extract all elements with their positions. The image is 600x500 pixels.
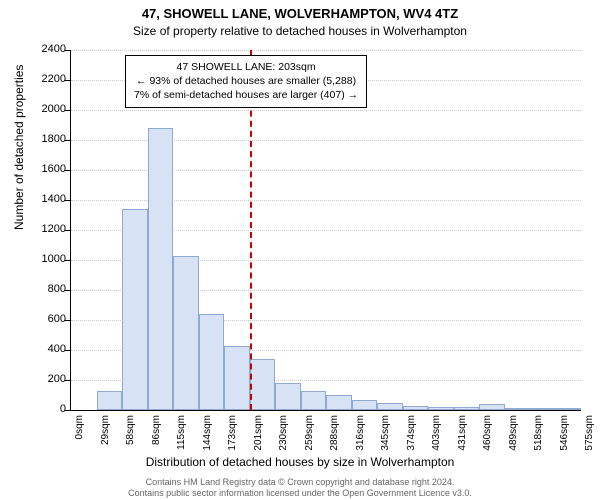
histogram-bar	[224, 346, 250, 411]
y-tick-label: 600	[26, 313, 66, 325]
histogram-bar	[454, 407, 480, 410]
footnote-line-1: Contains HM Land Registry data © Crown c…	[0, 477, 600, 488]
legend-box: 47 SHOWELL LANE: 203sqm ← 93% of detache…	[125, 55, 367, 108]
y-tick-label: 1000	[26, 253, 66, 265]
legend-line-1: 47 SHOWELL LANE: 203sqm	[134, 60, 358, 74]
histogram-bar	[173, 256, 199, 411]
histogram-bar	[505, 408, 531, 410]
y-tick-label: 2400	[26, 43, 66, 55]
legend-line-3: 7% of semi-detached houses are larger (4…	[134, 88, 358, 102]
histogram-bar	[326, 395, 352, 410]
gridline	[71, 110, 581, 111]
histogram-bar	[148, 128, 174, 410]
histogram-bar	[377, 403, 403, 411]
y-tick-label: 2000	[26, 103, 66, 115]
histogram-bar	[275, 383, 301, 410]
histogram-bar	[199, 314, 225, 410]
y-tick-label: 1800	[26, 133, 66, 145]
histogram-bar	[122, 209, 148, 410]
histogram-bar	[556, 408, 582, 410]
y-tick-label: 0	[26, 403, 66, 415]
x-axis-label: Distribution of detached houses by size …	[0, 455, 600, 469]
y-tick-label: 800	[26, 283, 66, 295]
chart-container: 47, SHOWELL LANE, WOLVERHAMPTON, WV4 4TZ…	[0, 0, 600, 500]
footnote-line-2: Contains public sector information licen…	[0, 488, 600, 499]
histogram-bar	[403, 406, 429, 411]
histogram-bar	[301, 391, 327, 411]
gridline	[71, 50, 581, 51]
legend-line-2: ← 93% of detached houses are smaller (5,…	[134, 74, 358, 88]
footnote: Contains HM Land Registry data © Crown c…	[0, 477, 600, 499]
y-tick-label: 400	[26, 343, 66, 355]
y-tick-label: 1200	[26, 223, 66, 235]
y-tick-label: 2200	[26, 73, 66, 85]
y-tick-label: 200	[26, 373, 66, 385]
chart-title-main: 47, SHOWELL LANE, WOLVERHAMPTON, WV4 4TZ	[0, 6, 600, 21]
chart-title-sub: Size of property relative to detached ho…	[0, 24, 600, 38]
y-axis-label: Number of detached properties	[12, 65, 26, 230]
histogram-bar	[428, 407, 454, 410]
histogram-bar	[250, 359, 276, 410]
histogram-bar	[530, 408, 556, 410]
histogram-bar	[97, 391, 123, 411]
histogram-bar	[479, 404, 505, 410]
histogram-bar	[352, 400, 378, 411]
y-tick-label: 1600	[26, 163, 66, 175]
y-tick-label: 1400	[26, 193, 66, 205]
